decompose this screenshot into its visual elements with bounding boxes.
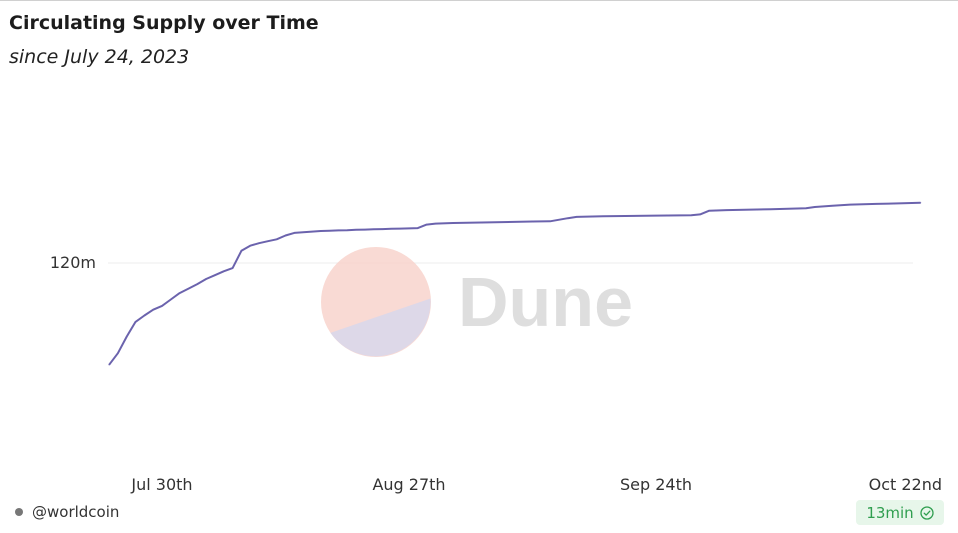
data-point <box>258 242 260 244</box>
data-point <box>223 270 225 272</box>
top-border <box>0 0 958 1</box>
refresh-badge-label: 13min <box>866 503 914 522</box>
data-point <box>240 250 242 252</box>
data-point <box>205 278 207 280</box>
data-point <box>902 202 904 204</box>
data-point <box>161 305 163 307</box>
series-layer <box>108 201 922 366</box>
data-point <box>814 206 816 208</box>
data-point <box>708 210 710 212</box>
data-point <box>531 220 534 223</box>
data-point <box>355 229 357 231</box>
data-point <box>117 352 119 354</box>
data-point <box>170 298 172 301</box>
data-point <box>426 224 428 226</box>
data-point <box>452 222 454 224</box>
data-point <box>699 213 701 215</box>
dune-watermark: Dune <box>321 247 633 357</box>
data-point <box>126 336 128 338</box>
author[interactable]: @worldcoin <box>15 503 119 521</box>
data-point <box>329 230 331 232</box>
data-point <box>920 202 922 204</box>
data-point <box>311 231 313 233</box>
data-point <box>187 288 190 290</box>
user-avatar-icon <box>15 508 23 516</box>
data-point <box>214 274 216 276</box>
chart-subtitle: since July 24, 2023 <box>9 46 190 68</box>
data-point <box>364 229 366 231</box>
watermark-text: Dune <box>458 263 633 341</box>
data-point <box>320 230 322 232</box>
check-circle-icon <box>920 505 934 520</box>
data-point <box>134 321 137 323</box>
data-point <box>196 283 198 285</box>
data-point <box>805 207 807 209</box>
x-tick-label: Aug 27th <box>372 475 445 494</box>
chart-title: Circulating Supply over Time <box>9 12 319 34</box>
data-point <box>152 309 154 311</box>
data-point <box>567 217 569 219</box>
data-point <box>690 214 692 216</box>
data-point <box>267 240 269 242</box>
data-point <box>143 314 145 317</box>
y-tick-label: 120m <box>50 253 96 272</box>
data-point <box>346 229 348 231</box>
data-point <box>179 292 181 294</box>
data-point <box>249 245 251 247</box>
watermark-logo-bottom <box>330 298 431 357</box>
data-point <box>875 203 878 205</box>
data-point <box>276 238 278 240</box>
refresh-badge[interactable]: 13min <box>856 500 944 525</box>
data-point <box>849 204 851 206</box>
data-point <box>770 208 772 210</box>
data-point <box>108 364 110 366</box>
data-point <box>417 227 419 229</box>
data-point <box>284 234 287 237</box>
data-point <box>602 215 604 217</box>
data-point <box>302 231 304 233</box>
data-point <box>831 205 834 207</box>
data-point <box>576 216 578 218</box>
data-point <box>232 267 234 269</box>
x-tick-label: Sep 24th <box>620 475 692 494</box>
axis-layer: 120m Jul 30th Aug 27th Sep 24th Oct 22nd <box>50 253 942 494</box>
data-point <box>293 232 295 234</box>
data-point <box>381 228 384 230</box>
author-handle: @worldcoin <box>32 503 120 521</box>
data-point <box>434 223 437 225</box>
x-tick-label: Jul 30th <box>130 475 192 494</box>
data-point <box>487 221 489 223</box>
data-point <box>390 228 392 230</box>
data-point <box>655 215 657 217</box>
data-point <box>399 228 401 230</box>
data-point <box>373 228 375 230</box>
data-point <box>408 227 410 229</box>
data-point <box>549 220 551 222</box>
data-point <box>726 209 728 211</box>
series-line <box>108 201 921 366</box>
x-tick-label: Oct 22nd <box>869 475 942 494</box>
data-point <box>337 229 339 231</box>
